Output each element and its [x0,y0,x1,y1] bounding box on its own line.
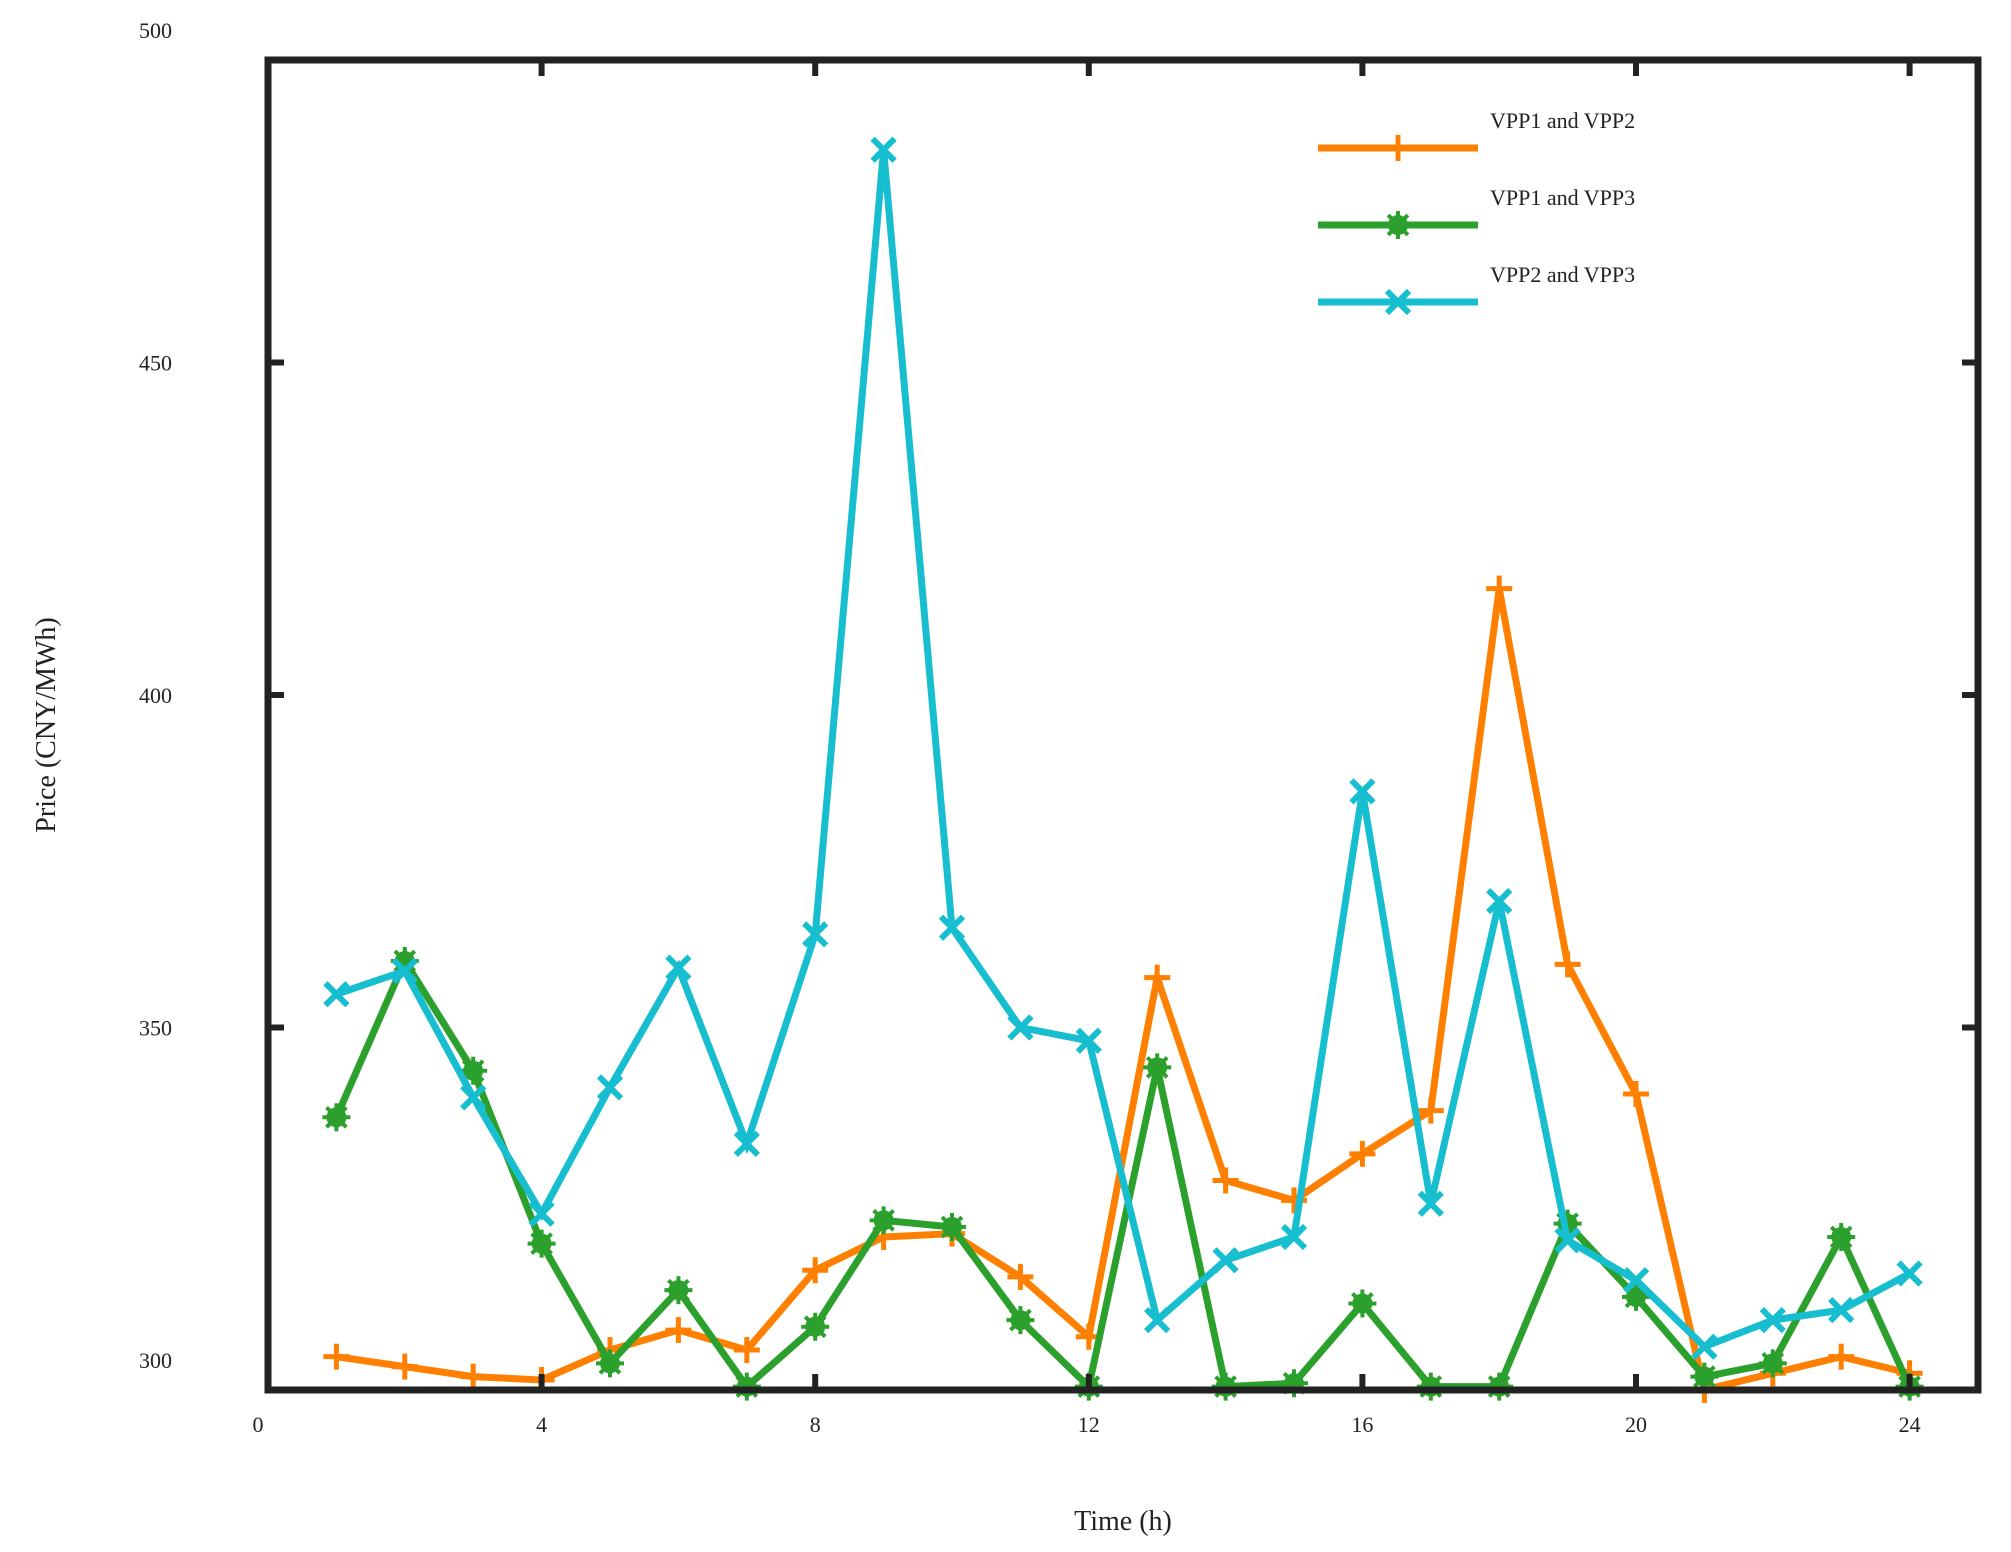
data-point-star [596,1349,624,1378]
data-point-cross [460,1084,487,1111]
x-tick-label: 0 [253,1412,264,1437]
data-point-cross [1759,1306,1786,1334]
data-point-plus [391,1353,418,1380]
data-point-plus [665,1317,692,1344]
plot-frame [264,56,1982,1394]
data-point-cross [1486,888,1513,915]
data-point-plus [1554,951,1581,978]
data-point-plus [1828,1343,1855,1370]
data-point-cross [1417,1190,1444,1217]
legend-item: VPP1 and VPP3 [1318,185,1635,239]
x-tick-label: 20 [1625,1412,1647,1437]
data-point-cross [1554,1227,1581,1254]
data-point-star [322,1103,351,1132]
x-tick-label: 24 [1899,1412,1921,1437]
data-point-star [801,1312,830,1341]
data-point-cross [1828,1297,1855,1324]
y-tick-label: 450 [139,351,172,376]
data-point-cross [1007,1014,1034,1041]
data-point-cross [1280,1223,1308,1251]
y-tick-label: 300 [139,1348,172,1373]
data-point-cross [596,1074,624,1101]
legend-item: VPP2 and VPP3 [1318,262,1635,316]
data-point-star [664,1276,693,1305]
series-1 [323,575,1923,1403]
series-3 [323,136,1923,1360]
series-line [333,953,1913,1394]
legend-label: VPP1 and VPP2 [1490,108,1635,133]
series-line [335,149,1912,1351]
data-point-plus [733,1337,760,1364]
data-point-star [527,1229,556,1258]
y-tick-label: 500 [139,18,172,43]
data-point-plus [1623,1081,1649,1107]
data-point-cross [1896,1260,1923,1287]
data-point-plus [1417,1097,1444,1124]
data-point-plus [1486,575,1513,602]
data-point-star [1006,1306,1035,1335]
legend-label: VPP2 and VPP3 [1490,262,1635,287]
data-point-cross [1144,1306,1171,1334]
data-point-cross [733,1130,760,1157]
data-point-star [459,1056,488,1085]
series-line [335,587,1911,1395]
series-layer [322,136,1924,1403]
y-tick-label: 400 [139,683,172,708]
data-point-plus [460,1363,487,1390]
ticks-layer [268,60,1978,1390]
data-point-cross [323,981,350,1008]
data-point-star [1143,1053,1172,1082]
data-point-star [869,1206,898,1235]
data-point-cross [1075,1027,1102,1054]
legend-label: VPP1 and VPP3 [1490,185,1635,210]
data-point-plus [1007,1263,1034,1290]
data-point-cross [1384,288,1412,316]
data-point-star [1758,1349,1787,1378]
data-point-star [1348,1289,1377,1318]
x-tick-label: 16 [1351,1412,1373,1437]
data-point-star [938,1213,966,1241]
data-point-cross [1349,778,1376,805]
legend-item: VPP1 and VPP2 [1318,108,1635,161]
data-point-cross [391,957,418,985]
data-point-cross [938,914,966,941]
axis-labels: 0 4 8 12 16 20 24 300 350 400 450 500 [139,18,1921,1437]
data-point-star [1690,1362,1719,1391]
data-point-plus [1349,1140,1376,1167]
x-tick-label: 4 [536,1412,547,1437]
data-point-plus [1385,135,1411,161]
data-point-cross [1212,1247,1239,1274]
data-point-cross [1691,1333,1718,1360]
x-tick-label: 12 [1078,1412,1100,1437]
x-axis-title: Time (h) [1074,1506,1172,1537]
y-axis-title: Price (CNY/MWh) [31,617,62,832]
data-point-cross [665,954,692,981]
data-point-plus [802,1257,829,1284]
data-point-plus [1144,964,1171,991]
y-tick-label: 350 [139,1016,172,1041]
data-point-cross [528,1200,555,1227]
data-point-cross [1622,1267,1650,1294]
legend: VPP1 and VPP2 VPP1 and VPP3 VPP2 and VPP3 [1318,108,1635,316]
data-point-cross [802,921,829,948]
data-point-star [1384,211,1412,239]
data-point-plus [1212,1167,1239,1194]
x-tick-label: 8 [810,1412,821,1437]
data-point-star [1827,1222,1856,1251]
data-point-cross [870,136,897,163]
data-point-plus [323,1343,350,1370]
